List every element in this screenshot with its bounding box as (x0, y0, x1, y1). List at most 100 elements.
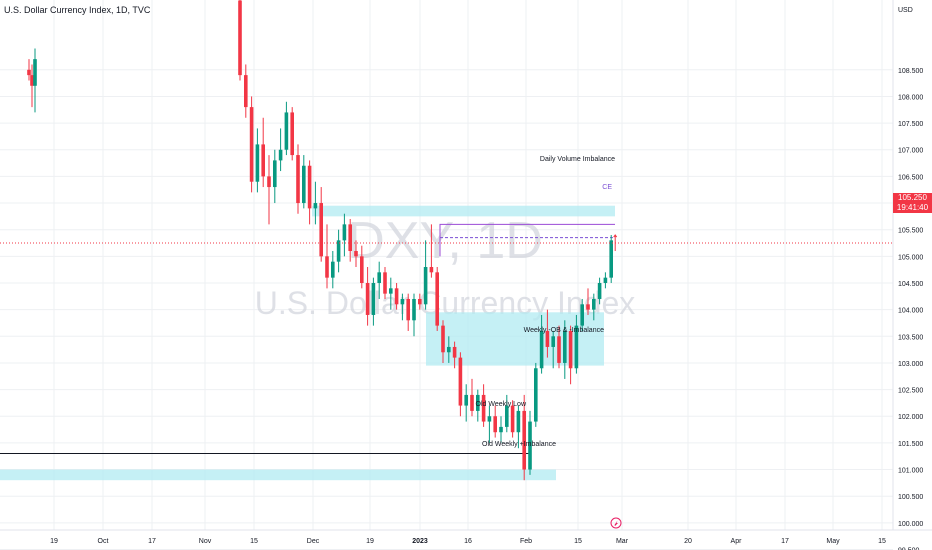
candle-body (249, 107, 254, 182)
candle-body (412, 298, 416, 321)
candle-body (592, 298, 596, 310)
candle-body (273, 160, 277, 188)
candle-body (586, 304, 590, 310)
levels (0, 223, 615, 455)
time-tick-label: 19 (50, 538, 58, 545)
candle-body (522, 410, 526, 470)
candle-body (435, 272, 439, 326)
candle-body (296, 155, 300, 204)
candle-body (470, 394, 474, 411)
price-tick-label: 104.000 (898, 308, 923, 315)
candle-body (551, 336, 555, 347)
candle-body (371, 282, 376, 315)
candle-body (545, 330, 550, 347)
grid (0, 0, 893, 550)
price-tick-label: 102.000 (898, 414, 923, 421)
price-tick-label: 101.500 (898, 441, 923, 448)
price-tag: 105.250 19:41:40 (893, 193, 932, 213)
candle-body (394, 288, 399, 305)
candle-body (528, 421, 532, 470)
time-tick-label: Mar (616, 538, 629, 545)
candle-body (447, 346, 451, 353)
time-tick-label: 19 (366, 538, 374, 545)
watermark-symbol: DXY, 1D (347, 212, 543, 270)
candle-body (429, 267, 434, 273)
candle-body (441, 325, 445, 353)
candle-body (307, 165, 312, 209)
candle-body (331, 261, 335, 278)
time-tick-label: Dec (307, 538, 320, 545)
time-tick-label: Nov (199, 538, 212, 545)
candle-body (400, 298, 405, 305)
candle-body (539, 330, 544, 369)
time-tick-label: 2023 (412, 538, 428, 545)
price-tick-label: 100.500 (898, 494, 923, 501)
level-line (439, 223, 615, 257)
price-tick-label: 107.000 (898, 148, 923, 155)
candle-body (278, 149, 283, 161)
candle-body (603, 277, 608, 283)
price-tag-value: 105.250 (898, 193, 927, 202)
candle-body (290, 112, 294, 156)
time-tick-label: May (826, 538, 840, 545)
annotation-old-low: Old Weekly Low (476, 401, 527, 408)
annotation-ce: CE (602, 184, 612, 191)
time-tick-label: Oct (98, 538, 109, 545)
time-tick-label: 20 (684, 538, 692, 545)
annotation-weekly-ob: Weekly -OB & -Imbalance (524, 327, 605, 334)
annotation-old-imb: Old Weekly +Imbalance (482, 441, 556, 448)
candle-body (418, 298, 422, 305)
price-tick-label: 108.000 (898, 94, 923, 101)
candle-body (458, 357, 463, 406)
logo-icon (610, 517, 622, 529)
candle-body (580, 304, 584, 326)
candle-body (284, 112, 289, 150)
candle-body (499, 426, 503, 433)
price-tick-label: 101.000 (898, 468, 923, 475)
price-tick-label: 103.500 (898, 334, 923, 341)
candle-body (319, 203, 323, 257)
candle-body (354, 251, 358, 257)
price-tick-label: 105.500 (898, 228, 923, 235)
candle-body (33, 59, 37, 86)
candles (27, 0, 618, 481)
chart-title: U.S. Dollar Currency Index, 1D, TVC (4, 5, 151, 15)
zone-box (312, 205, 615, 217)
candle-body (568, 330, 573, 369)
candle-body (574, 325, 579, 369)
candle-body (336, 240, 341, 262)
candle-body (389, 288, 393, 294)
candle-body (383, 272, 387, 294)
candle-body (267, 176, 271, 188)
candle-body (452, 346, 457, 358)
candle-body (261, 144, 265, 177)
price-tick-label: 103.000 (898, 361, 923, 368)
price-tick-label: 102.500 (898, 388, 923, 395)
price-tick-label: 106.500 (898, 174, 923, 181)
candle-body (423, 267, 428, 305)
candle-body (493, 416, 497, 433)
candle-body (325, 256, 329, 278)
time-tick-label: 15 (574, 538, 582, 545)
time-tick-label: 15 (250, 538, 258, 545)
candle-body (244, 75, 248, 108)
price-tick-label: 108.500 (898, 68, 923, 75)
candle-body (238, 0, 242, 76)
candle-body (609, 240, 613, 278)
time-tick-label: Apr (731, 538, 743, 545)
price-axis-unit: USD (898, 7, 913, 14)
price-tick-label: 105.000 (898, 254, 923, 261)
candle-body (481, 394, 486, 422)
zone-box (0, 469, 556, 481)
candle-body (563, 330, 567, 363)
time-tick-label: Feb (520, 538, 532, 545)
candle-body (557, 336, 561, 363)
candle-body (27, 69, 31, 76)
candle-body (313, 203, 318, 209)
candle-body (487, 416, 492, 422)
time-tick-label: 17 (148, 538, 156, 545)
candle-body (377, 272, 381, 283)
candle-body (505, 405, 509, 427)
candle-body (255, 144, 260, 182)
price-axis: 108.500108.000107.500107.000106.500106.0… (898, 68, 923, 550)
